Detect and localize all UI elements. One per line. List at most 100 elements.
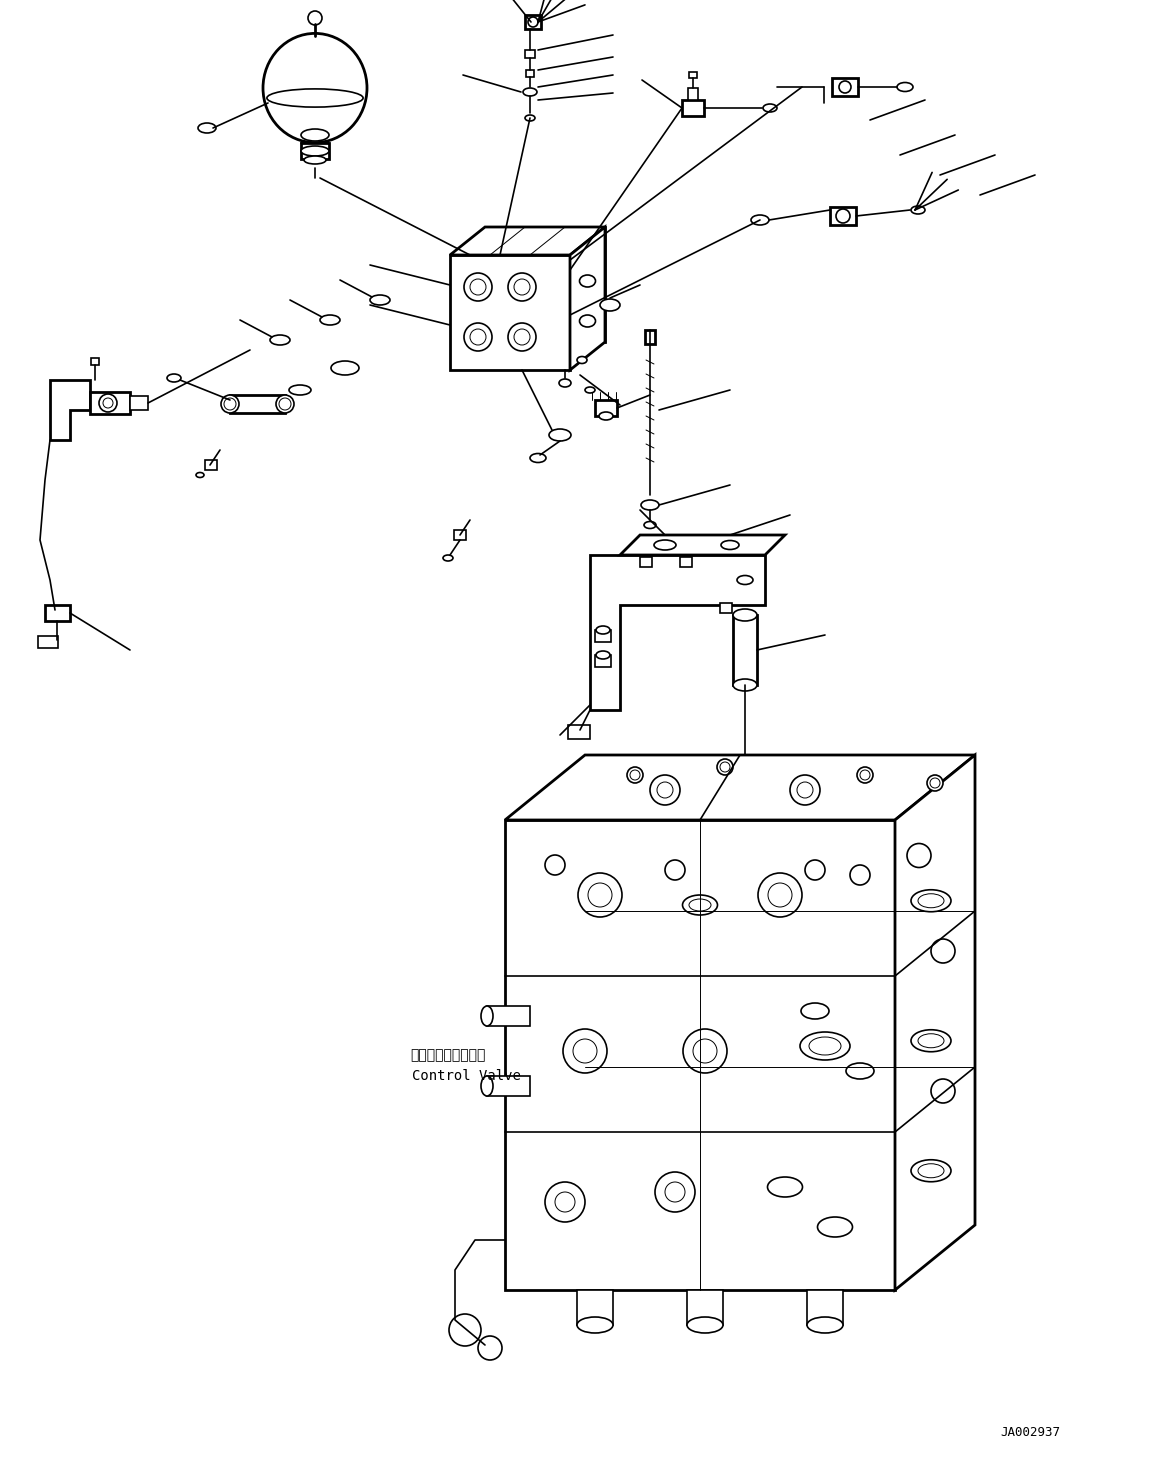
Ellipse shape [271,335,290,345]
Text: コントロールバルブ: コントロールバルブ [410,1048,485,1061]
Circle shape [99,393,117,412]
Circle shape [926,775,943,791]
Bar [594,630,611,642]
Ellipse shape [304,156,326,164]
Bar [640,557,652,567]
Bar [832,77,858,96]
Bar [720,602,731,613]
Ellipse shape [199,123,216,133]
Circle shape [103,398,113,408]
Ellipse shape [911,890,951,912]
Ellipse shape [846,1063,874,1079]
Text: JA002937: JA002937 [1000,1427,1060,1440]
Circle shape [655,1173,695,1212]
Bar [594,655,611,667]
Bar [230,395,284,412]
Ellipse shape [751,215,769,225]
Ellipse shape [481,1006,493,1026]
Polygon shape [485,227,605,342]
Circle shape [578,873,622,917]
Polygon shape [895,754,975,1289]
Circle shape [574,1039,597,1063]
Circle shape [509,273,536,301]
Circle shape [470,329,486,345]
Ellipse shape [531,453,546,462]
Text: Control Valve: Control Valve [412,1069,521,1083]
Circle shape [587,883,612,906]
Ellipse shape [654,539,676,550]
Ellipse shape [301,146,329,156]
Ellipse shape [721,541,740,550]
Bar [91,392,130,414]
Bar [680,557,692,567]
Bar [486,1076,531,1096]
Circle shape [665,860,685,880]
Circle shape [464,323,492,351]
Ellipse shape [600,300,620,311]
Circle shape [931,939,956,963]
Circle shape [931,1079,956,1102]
Ellipse shape [370,295,390,306]
Ellipse shape [911,206,925,213]
Circle shape [528,18,538,26]
Ellipse shape [733,678,757,692]
Ellipse shape [687,1317,723,1333]
Bar [38,636,58,648]
Ellipse shape [444,556,453,561]
Ellipse shape [897,82,913,92]
Ellipse shape [683,895,717,915]
Ellipse shape [264,34,367,143]
Ellipse shape [911,1029,951,1051]
Bar [807,1289,843,1325]
Circle shape [449,1314,481,1347]
Circle shape [509,323,536,351]
Bar [568,725,590,738]
Bar [646,330,655,344]
Polygon shape [505,754,975,820]
Circle shape [665,1181,685,1202]
Circle shape [907,844,931,867]
Ellipse shape [279,398,291,409]
Circle shape [857,768,873,784]
Circle shape [839,80,851,94]
Bar [688,88,698,99]
Ellipse shape [733,610,757,621]
Ellipse shape [763,104,777,113]
Ellipse shape [577,1317,613,1333]
Polygon shape [620,535,785,556]
Bar [525,15,541,29]
Ellipse shape [579,275,596,287]
Circle shape [308,12,322,25]
Ellipse shape [911,1159,951,1181]
Circle shape [514,329,531,345]
Bar [525,50,535,58]
Circle shape [850,866,870,885]
Ellipse shape [596,651,610,659]
Circle shape [836,209,850,224]
Circle shape [805,860,825,880]
Bar [301,143,329,159]
Circle shape [478,1336,502,1360]
Ellipse shape [276,395,294,412]
Ellipse shape [918,893,944,908]
Circle shape [720,762,730,772]
Circle shape [789,775,820,806]
Ellipse shape [807,1317,843,1333]
Bar [45,605,70,621]
Circle shape [657,782,673,798]
Circle shape [650,775,680,806]
Polygon shape [570,227,605,370]
Ellipse shape [737,576,753,585]
Ellipse shape [585,387,594,393]
Ellipse shape [599,412,613,420]
Circle shape [470,279,486,295]
Ellipse shape [688,899,711,911]
Ellipse shape [577,357,587,364]
Ellipse shape [579,314,596,327]
Circle shape [514,279,531,295]
Bar [486,1006,531,1026]
Ellipse shape [196,472,204,478]
Circle shape [860,770,870,781]
Ellipse shape [331,361,359,374]
Circle shape [627,768,643,784]
